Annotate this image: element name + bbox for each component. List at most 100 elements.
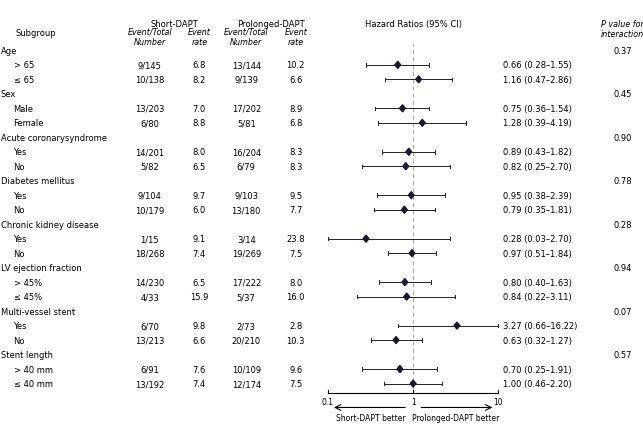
Text: Acute coronarysyndrome: Acute coronarysyndrome <box>1 134 107 142</box>
Text: 3/14: 3/14 <box>237 235 256 244</box>
Polygon shape <box>402 207 407 214</box>
Text: 6/79: 6/79 <box>237 162 256 171</box>
Polygon shape <box>394 337 399 344</box>
Text: 13/203: 13/203 <box>135 105 165 113</box>
Text: 16/204: 16/204 <box>231 148 261 157</box>
Text: 10.3: 10.3 <box>287 336 305 345</box>
Text: Female: Female <box>14 119 44 128</box>
Text: 0.95 (0.38–2.39): 0.95 (0.38–2.39) <box>503 191 572 200</box>
Text: Prolonged-DAPT better: Prolonged-DAPT better <box>412 413 500 422</box>
Text: 6.5: 6.5 <box>193 162 206 171</box>
Text: 9/145: 9/145 <box>138 61 162 70</box>
Text: 8.0: 8.0 <box>193 148 206 157</box>
Text: 16.0: 16.0 <box>287 293 305 301</box>
Text: 7.6: 7.6 <box>193 365 206 374</box>
Text: 0.75 (0.36–1.54): 0.75 (0.36–1.54) <box>503 105 572 113</box>
Text: No: No <box>14 206 25 215</box>
Polygon shape <box>408 192 414 199</box>
Text: 17/222: 17/222 <box>231 278 261 287</box>
Text: 17/202: 17/202 <box>231 105 261 113</box>
Text: 6/91: 6/91 <box>140 365 159 374</box>
Text: > 40 mm: > 40 mm <box>14 365 53 374</box>
Text: 13/192: 13/192 <box>135 379 165 388</box>
Text: Diabetes mellitus: Diabetes mellitus <box>1 177 75 186</box>
Text: 0.37: 0.37 <box>613 47 631 56</box>
Text: 0.1: 0.1 <box>322 397 334 406</box>
Text: 9/139: 9/139 <box>234 76 258 85</box>
Text: 14/230: 14/230 <box>135 278 165 287</box>
Polygon shape <box>402 279 408 286</box>
Text: No: No <box>14 249 25 258</box>
Text: 1.28 (0.39–4.19): 1.28 (0.39–4.19) <box>503 119 572 128</box>
Text: 9.1: 9.1 <box>193 235 206 244</box>
Text: 8.2: 8.2 <box>193 76 206 85</box>
Polygon shape <box>410 380 416 387</box>
Text: 6.8: 6.8 <box>193 61 206 70</box>
Text: P value for
interaction: P value for interaction <box>601 20 643 39</box>
Polygon shape <box>395 62 401 69</box>
Text: 8.3: 8.3 <box>289 162 302 171</box>
Polygon shape <box>403 163 408 170</box>
Text: 6.8: 6.8 <box>289 119 302 128</box>
Text: 6.6: 6.6 <box>193 336 206 345</box>
Text: Subgroup: Subgroup <box>15 28 57 38</box>
Text: 7.5: 7.5 <box>289 379 302 388</box>
Text: 0.45: 0.45 <box>613 90 631 99</box>
Text: 8.3: 8.3 <box>289 148 302 157</box>
Text: 1.00 (0.46–2.20): 1.00 (0.46–2.20) <box>503 379 572 388</box>
Text: 23.8: 23.8 <box>287 235 305 244</box>
Polygon shape <box>406 149 412 156</box>
Text: Male: Male <box>14 105 33 113</box>
Text: 0.80 (0.40–1.63): 0.80 (0.40–1.63) <box>503 278 572 287</box>
Text: Event/Total
Number: Event/Total Number <box>127 28 172 46</box>
Text: Short-DAPT better: Short-DAPT better <box>336 413 405 422</box>
Text: 5/81: 5/81 <box>237 119 256 128</box>
Text: 7.4: 7.4 <box>193 379 206 388</box>
Text: 9.6: 9.6 <box>289 365 302 374</box>
Text: 6/70: 6/70 <box>140 321 159 330</box>
Text: Short-DAPT: Short-DAPT <box>150 20 199 29</box>
Text: 9/104: 9/104 <box>138 191 162 200</box>
Text: 7.7: 7.7 <box>289 206 302 215</box>
Text: Prolonged-DAPT: Prolonged-DAPT <box>237 20 305 29</box>
Text: 10/109: 10/109 <box>231 365 261 374</box>
Text: 13/180: 13/180 <box>231 206 261 215</box>
Text: Yes: Yes <box>14 235 27 244</box>
Text: 0.78: 0.78 <box>613 177 631 186</box>
Text: 3.27 (0.66–16.22): 3.27 (0.66–16.22) <box>503 321 577 330</box>
Text: 10/179: 10/179 <box>135 206 165 215</box>
Text: 0.63 (0.32–1.27): 0.63 (0.32–1.27) <box>503 336 572 345</box>
Text: Hazard Ratios (95% CI): Hazard Ratios (95% CI) <box>365 20 462 29</box>
Text: 8.8: 8.8 <box>193 119 206 128</box>
Text: Yes: Yes <box>14 148 27 157</box>
Text: 0.79 (0.35–1.81): 0.79 (0.35–1.81) <box>503 206 572 215</box>
Polygon shape <box>416 77 421 84</box>
Text: 7.4: 7.4 <box>193 249 206 258</box>
Text: 0.28 (0.03–2.70): 0.28 (0.03–2.70) <box>503 235 572 244</box>
Text: 8.9: 8.9 <box>289 105 302 113</box>
Text: 6/80: 6/80 <box>140 119 159 128</box>
Text: Event/Total
Number: Event/Total Number <box>224 28 269 46</box>
Text: 9.5: 9.5 <box>289 191 302 200</box>
Text: 0.89 (0.43–1.82): 0.89 (0.43–1.82) <box>503 148 572 157</box>
Polygon shape <box>419 120 425 127</box>
Polygon shape <box>400 106 405 113</box>
Text: Multi-vessel stent: Multi-vessel stent <box>1 307 75 316</box>
Text: 0.90: 0.90 <box>613 134 631 142</box>
Text: 10/138: 10/138 <box>135 76 165 85</box>
Text: No: No <box>14 162 25 171</box>
Text: 0.57: 0.57 <box>613 350 631 359</box>
Text: 15.9: 15.9 <box>190 293 208 301</box>
Text: > 45%: > 45% <box>14 278 42 287</box>
Text: 0.84 (0.22–3.11): 0.84 (0.22–3.11) <box>503 293 572 301</box>
Text: 13/144: 13/144 <box>231 61 261 70</box>
Text: 9/103: 9/103 <box>234 191 258 200</box>
Text: 12/174: 12/174 <box>231 379 261 388</box>
Text: Event
rate: Event rate <box>188 28 211 46</box>
Polygon shape <box>404 293 410 300</box>
Text: 0.82 (0.25–2.70): 0.82 (0.25–2.70) <box>503 162 572 171</box>
Text: 5/82: 5/82 <box>140 162 159 171</box>
Text: 0.97 (0.51–1.84): 0.97 (0.51–1.84) <box>503 249 572 258</box>
Text: ≤ 45%: ≤ 45% <box>14 293 42 301</box>
Text: 2.8: 2.8 <box>289 321 302 330</box>
